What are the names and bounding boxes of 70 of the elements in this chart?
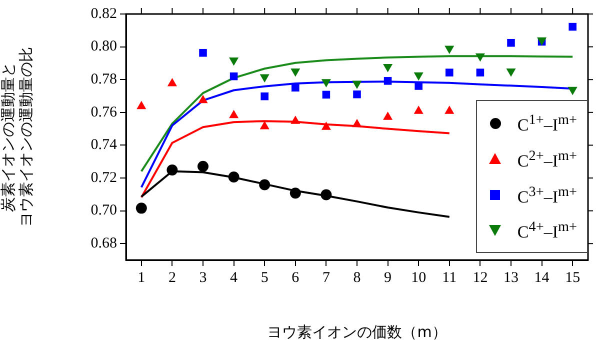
x-tick-label: 9	[384, 270, 392, 286]
x-tick-label: 3	[199, 270, 207, 286]
x-tick-label: 7	[322, 270, 330, 286]
x-tick-label: 14	[534, 270, 550, 286]
x-tick-label: 12	[472, 270, 488, 286]
point	[322, 90, 330, 99]
y-tick-label: 0.78	[90, 72, 117, 88]
point	[383, 64, 393, 72]
point	[136, 100, 146, 110]
point	[414, 82, 422, 90]
y-tick-label: 0.82	[90, 6, 117, 22]
point	[383, 112, 393, 120]
point	[229, 58, 239, 66]
point	[568, 22, 576, 31]
point	[290, 188, 301, 199]
point	[260, 121, 270, 130]
x-tick-label: 11	[442, 270, 457, 286]
point	[260, 74, 270, 82]
x-tick-label: 4	[230, 270, 238, 286]
y-tick-label: 0.74	[90, 137, 118, 154]
point	[290, 116, 300, 124]
point	[167, 78, 177, 86]
x-tick-label: 13	[504, 270, 518, 286]
point	[228, 172, 240, 183]
point	[444, 46, 454, 54]
point	[352, 80, 362, 90]
legend-label: C$^{1+}$–I$^{m+}$	[517, 111, 577, 138]
point	[507, 38, 515, 47]
point	[292, 84, 300, 92]
y-tick-label: 0.76	[90, 104, 118, 120]
point	[384, 77, 392, 85]
legend-label: C$^{3+}$–I$^{m+}$	[517, 182, 577, 208]
point	[259, 179, 270, 190]
y-tick-label: 0.68	[90, 236, 117, 252]
x-tick-label: 5	[260, 270, 268, 286]
point	[229, 110, 239, 118]
x-axis-title: ヨウ素イオンの価数（m）	[267, 322, 447, 341]
point	[290, 68, 300, 77]
point	[320, 189, 332, 200]
x-tick-label: 8	[353, 270, 361, 286]
point	[446, 68, 454, 76]
point	[568, 86, 578, 96]
point	[199, 48, 207, 57]
point	[414, 106, 424, 114]
point	[414, 72, 424, 81]
point	[476, 68, 484, 76]
legend-label: C$^{4+}$–I$^{m+}$	[517, 218, 577, 244]
point	[321, 79, 331, 88]
x-tick-label: 2	[168, 270, 176, 286]
point	[198, 160, 208, 172]
point	[444, 106, 454, 114]
y-axis-title: 炭素イオンの運動量とヨウ素イオンの運動量の比	[0, 47, 35, 227]
point	[506, 68, 516, 77]
point	[166, 164, 178, 176]
y-tick-label: 0.80	[90, 38, 117, 55]
point	[353, 90, 361, 98]
x-tick-label: 10	[411, 270, 426, 286]
point	[230, 72, 238, 80]
point	[198, 94, 208, 104]
point	[352, 118, 362, 128]
point	[321, 122, 331, 130]
point	[260, 92, 268, 100]
y-tick-label: 0.72	[90, 170, 117, 186]
y-tick-label: 0.70	[90, 202, 117, 219]
point	[475, 53, 485, 62]
x-tick-label: 6	[292, 270, 300, 286]
legend-label: C$^{2+}$–I$^{m+}$	[517, 147, 577, 173]
point	[136, 202, 147, 214]
x-tick-label: 1	[138, 270, 146, 286]
x-tick-label: 15	[565, 270, 580, 286]
